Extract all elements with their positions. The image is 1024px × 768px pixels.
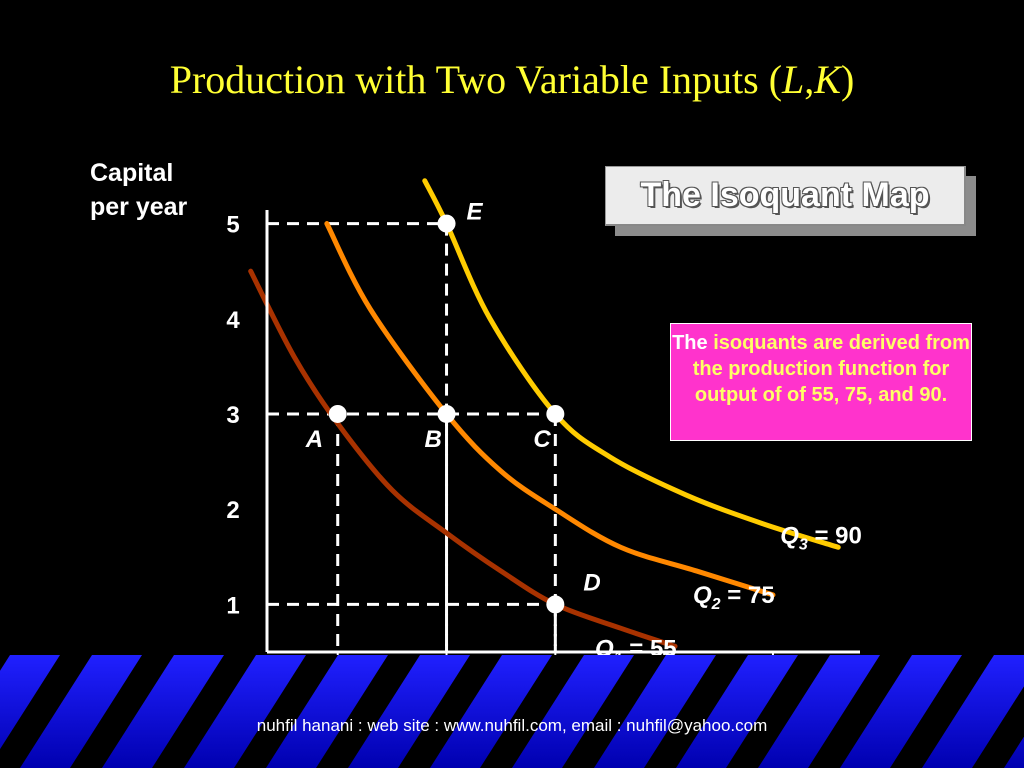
point-label-b: B [425, 426, 442, 453]
isoquant-label-q2: Q2 = 75 [693, 582, 775, 613]
isoquant-curves [248, 178, 841, 649]
isoquant-label-q3: Q3 = 90 [780, 522, 862, 553]
point-e [437, 214, 456, 233]
note-the: The [672, 332, 714, 354]
title-text: Production with Two Variable Inputs ( [169, 57, 783, 102]
y-tick-label-1: 1 [226, 592, 239, 619]
footer-stripe [316, 655, 420, 768]
isoquant-q3 [422, 178, 841, 550]
y-axis-label-line1: Capital [90, 159, 174, 187]
y-tick-label-4: 4 [226, 307, 240, 334]
footer-stripe [562, 655, 666, 768]
footer-stripe [480, 655, 584, 768]
point-b [437, 404, 456, 423]
slide-title: Production with Two Variable Inputs (L,K… [0, 56, 1024, 103]
isoquant-map-box: The Isoquant Map [605, 166, 966, 226]
footer-stripe [644, 655, 748, 768]
y-axis-label: Capital per year [90, 156, 220, 224]
data-points [328, 214, 565, 614]
point-label-c: C [533, 426, 551, 453]
footer-stripe [234, 655, 338, 768]
guide-lines [267, 222, 557, 652]
point-label-d: D [583, 569, 600, 596]
footer-stripe [726, 655, 830, 768]
point-d [546, 595, 565, 614]
isoquant-map-label: The Isoquant Map [640, 176, 930, 214]
isoquant-q1 [248, 268, 678, 649]
title-k: K [814, 57, 841, 102]
point-label-a: A [305, 426, 323, 453]
isoquant-q2 [324, 221, 776, 598]
footer-stripe [70, 655, 174, 768]
footer-text: nuhfil hanani : web site : www.nuhfil.co… [256, 716, 768, 735]
footer-stripe-band [0, 655, 1024, 768]
footer-stripes [0, 655, 1024, 768]
point-c [546, 404, 565, 423]
title-end: ) [840, 57, 855, 102]
footer-stripe [808, 655, 912, 768]
point-label-e: E [467, 199, 484, 226]
note-box: The isoquants are derived from the produ… [670, 323, 972, 441]
footer-stripe [890, 655, 994, 768]
footer-stripe [972, 686, 1024, 768]
y-tick-label-3: 3 [226, 402, 239, 429]
note-text: isoquants are derived from the productio… [692, 332, 970, 406]
title-sep: , [804, 57, 815, 102]
point-a [328, 404, 347, 423]
y-axis-label-line2: per year [90, 193, 188, 221]
title-l: L [782, 57, 805, 102]
y-tick-label-5: 5 [226, 212, 239, 239]
footer-stripe [152, 655, 256, 768]
y-tick-label-2: 2 [226, 497, 239, 524]
footer-stripe [398, 655, 502, 768]
footer-stripe [0, 655, 92, 768]
